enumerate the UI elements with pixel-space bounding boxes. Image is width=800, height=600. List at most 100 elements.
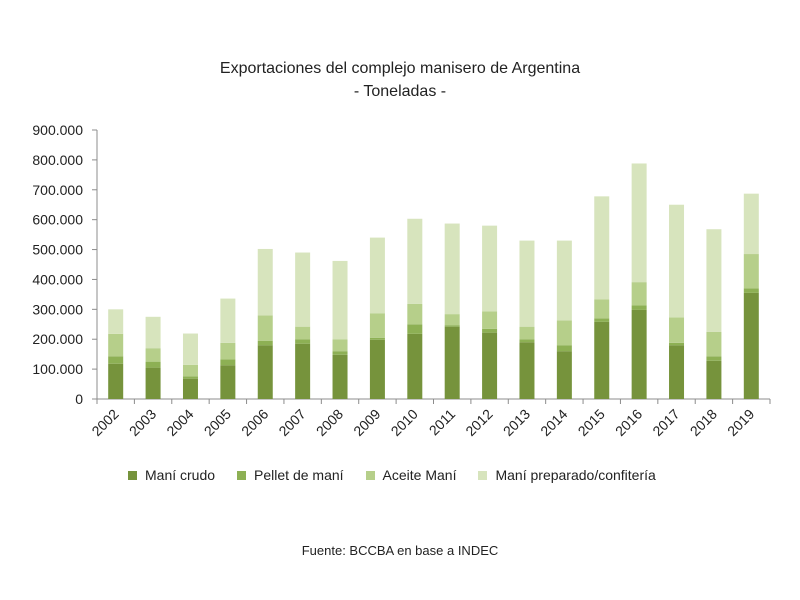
bar-segment	[182, 378, 198, 399]
bar-segment	[145, 348, 161, 362]
x-tick-label: 2002	[88, 406, 121, 439]
bar-segment	[743, 292, 759, 399]
bar-segment	[631, 309, 647, 399]
x-tick-label: 2014	[537, 406, 570, 439]
bar-segment	[594, 321, 610, 399]
legend-swatch	[478, 470, 488, 480]
y-tick-label: 0	[75, 391, 83, 407]
x-tick-label: 2003	[126, 406, 159, 439]
bar-segment	[519, 240, 535, 327]
x-tick-label: 2016	[612, 406, 645, 439]
bar-segment	[369, 337, 385, 340]
bar-segment	[145, 361, 161, 368]
x-tick-label: 2012	[462, 406, 495, 439]
bar-segment	[220, 298, 236, 343]
bar-segment	[295, 343, 311, 399]
x-tick-label: 2011	[426, 406, 459, 439]
source-note: Fuente: BCCBA en base a INDEC	[301, 543, 499, 558]
bar-segment	[444, 325, 460, 327]
x-tick-label: 2017	[649, 406, 682, 439]
bar-segment	[669, 204, 685, 318]
chart-legend: Maní crudo Pellet de maní Aceite Maní Maní …	[128, 467, 678, 483]
y-tick-label: 900.000	[32, 122, 83, 138]
y-tick-label: 700.000	[32, 182, 83, 198]
chart-title: Exportaciones del complejo manisero de A…	[219, 60, 581, 77]
bar-segment	[669, 317, 685, 343]
bar-segment	[407, 218, 423, 304]
x-tick-label: 2007	[275, 406, 308, 439]
bar-segment	[369, 237, 385, 314]
y-tick-label: 300.000	[32, 301, 83, 317]
bar-segment	[519, 342, 535, 399]
legend-label: Aceite Maní	[382, 467, 457, 483]
legend-swatch	[128, 470, 137, 480]
bar-segment	[594, 196, 610, 300]
bar-segment	[295, 339, 311, 344]
legend-label: Pellet de maní	[254, 467, 344, 483]
bar-segment	[220, 359, 236, 366]
bar-segment	[182, 364, 198, 377]
bar-segment	[369, 339, 385, 399]
bar-segment	[519, 326, 535, 340]
bar-segment	[556, 351, 572, 399]
legend-item: Maní crudo	[128, 467, 215, 483]
bar-segment	[743, 254, 759, 289]
y-tick-label: 600.000	[32, 212, 83, 228]
bar-segment	[108, 363, 124, 399]
bar-segment	[706, 331, 722, 357]
bar-segment	[519, 339, 535, 343]
legend-label: Maní crudo	[145, 467, 216, 483]
bar-segment	[369, 313, 385, 338]
legend-item: Pellet de maní	[237, 467, 344, 483]
bar-segment	[182, 333, 198, 365]
bar-segment	[594, 299, 610, 319]
legend-swatch	[365, 470, 375, 480]
bar-segment	[257, 248, 273, 316]
bar-segment	[482, 332, 498, 399]
legend-item: Maní preparado/confitería	[478, 467, 656, 483]
bar-segment	[631, 282, 647, 306]
x-tick-label: 2006	[238, 406, 271, 439]
bar-segment	[332, 339, 348, 352]
legend-label: Maní preparado/confitería	[495, 467, 656, 483]
bar-segment	[706, 356, 722, 361]
bar-segment	[556, 240, 572, 321]
bar-segment	[631, 163, 647, 283]
bar-segment	[182, 376, 198, 379]
bar-segment	[706, 360, 722, 399]
bar-segment	[220, 342, 236, 360]
bar-segment	[145, 367, 161, 399]
bar-segment	[594, 318, 610, 322]
bar-segment	[556, 320, 572, 346]
bar-segment	[220, 365, 236, 399]
bar-segment	[295, 326, 311, 340]
bar-segment	[482, 311, 498, 329]
x-tick-label: 2010	[388, 406, 421, 439]
x-tick-label: 2013	[500, 406, 533, 439]
x-tick-label: 2019	[724, 406, 757, 439]
legend-swatch	[237, 470, 247, 480]
chart-subtitle: - Toneladas -	[353, 83, 447, 100]
bar-segment	[257, 345, 273, 399]
bar-segment	[407, 303, 423, 325]
y-tick-label: 500.000	[32, 242, 83, 258]
x-tick-label: 2004	[163, 406, 196, 439]
x-tick-label: 2018	[687, 406, 720, 439]
bar-segment	[257, 315, 273, 341]
bar-segment	[669, 342, 685, 346]
legend-item: Aceite Maní	[365, 467, 457, 483]
bar-segment	[444, 223, 460, 315]
bar-segment	[407, 324, 423, 334]
bar-segment	[332, 260, 348, 340]
y-tick-label: 100.000	[32, 361, 83, 377]
bar-segment	[706, 229, 722, 332]
bar-segment	[145, 316, 161, 349]
bar-segment	[482, 328, 498, 333]
bar-segment	[556, 345, 572, 352]
bar-segment	[257, 340, 273, 346]
bar-segment	[407, 333, 423, 399]
x-tick-label: 2009	[350, 406, 383, 439]
bar-segment	[631, 305, 647, 310]
y-tick-label: 800.000	[32, 152, 83, 168]
